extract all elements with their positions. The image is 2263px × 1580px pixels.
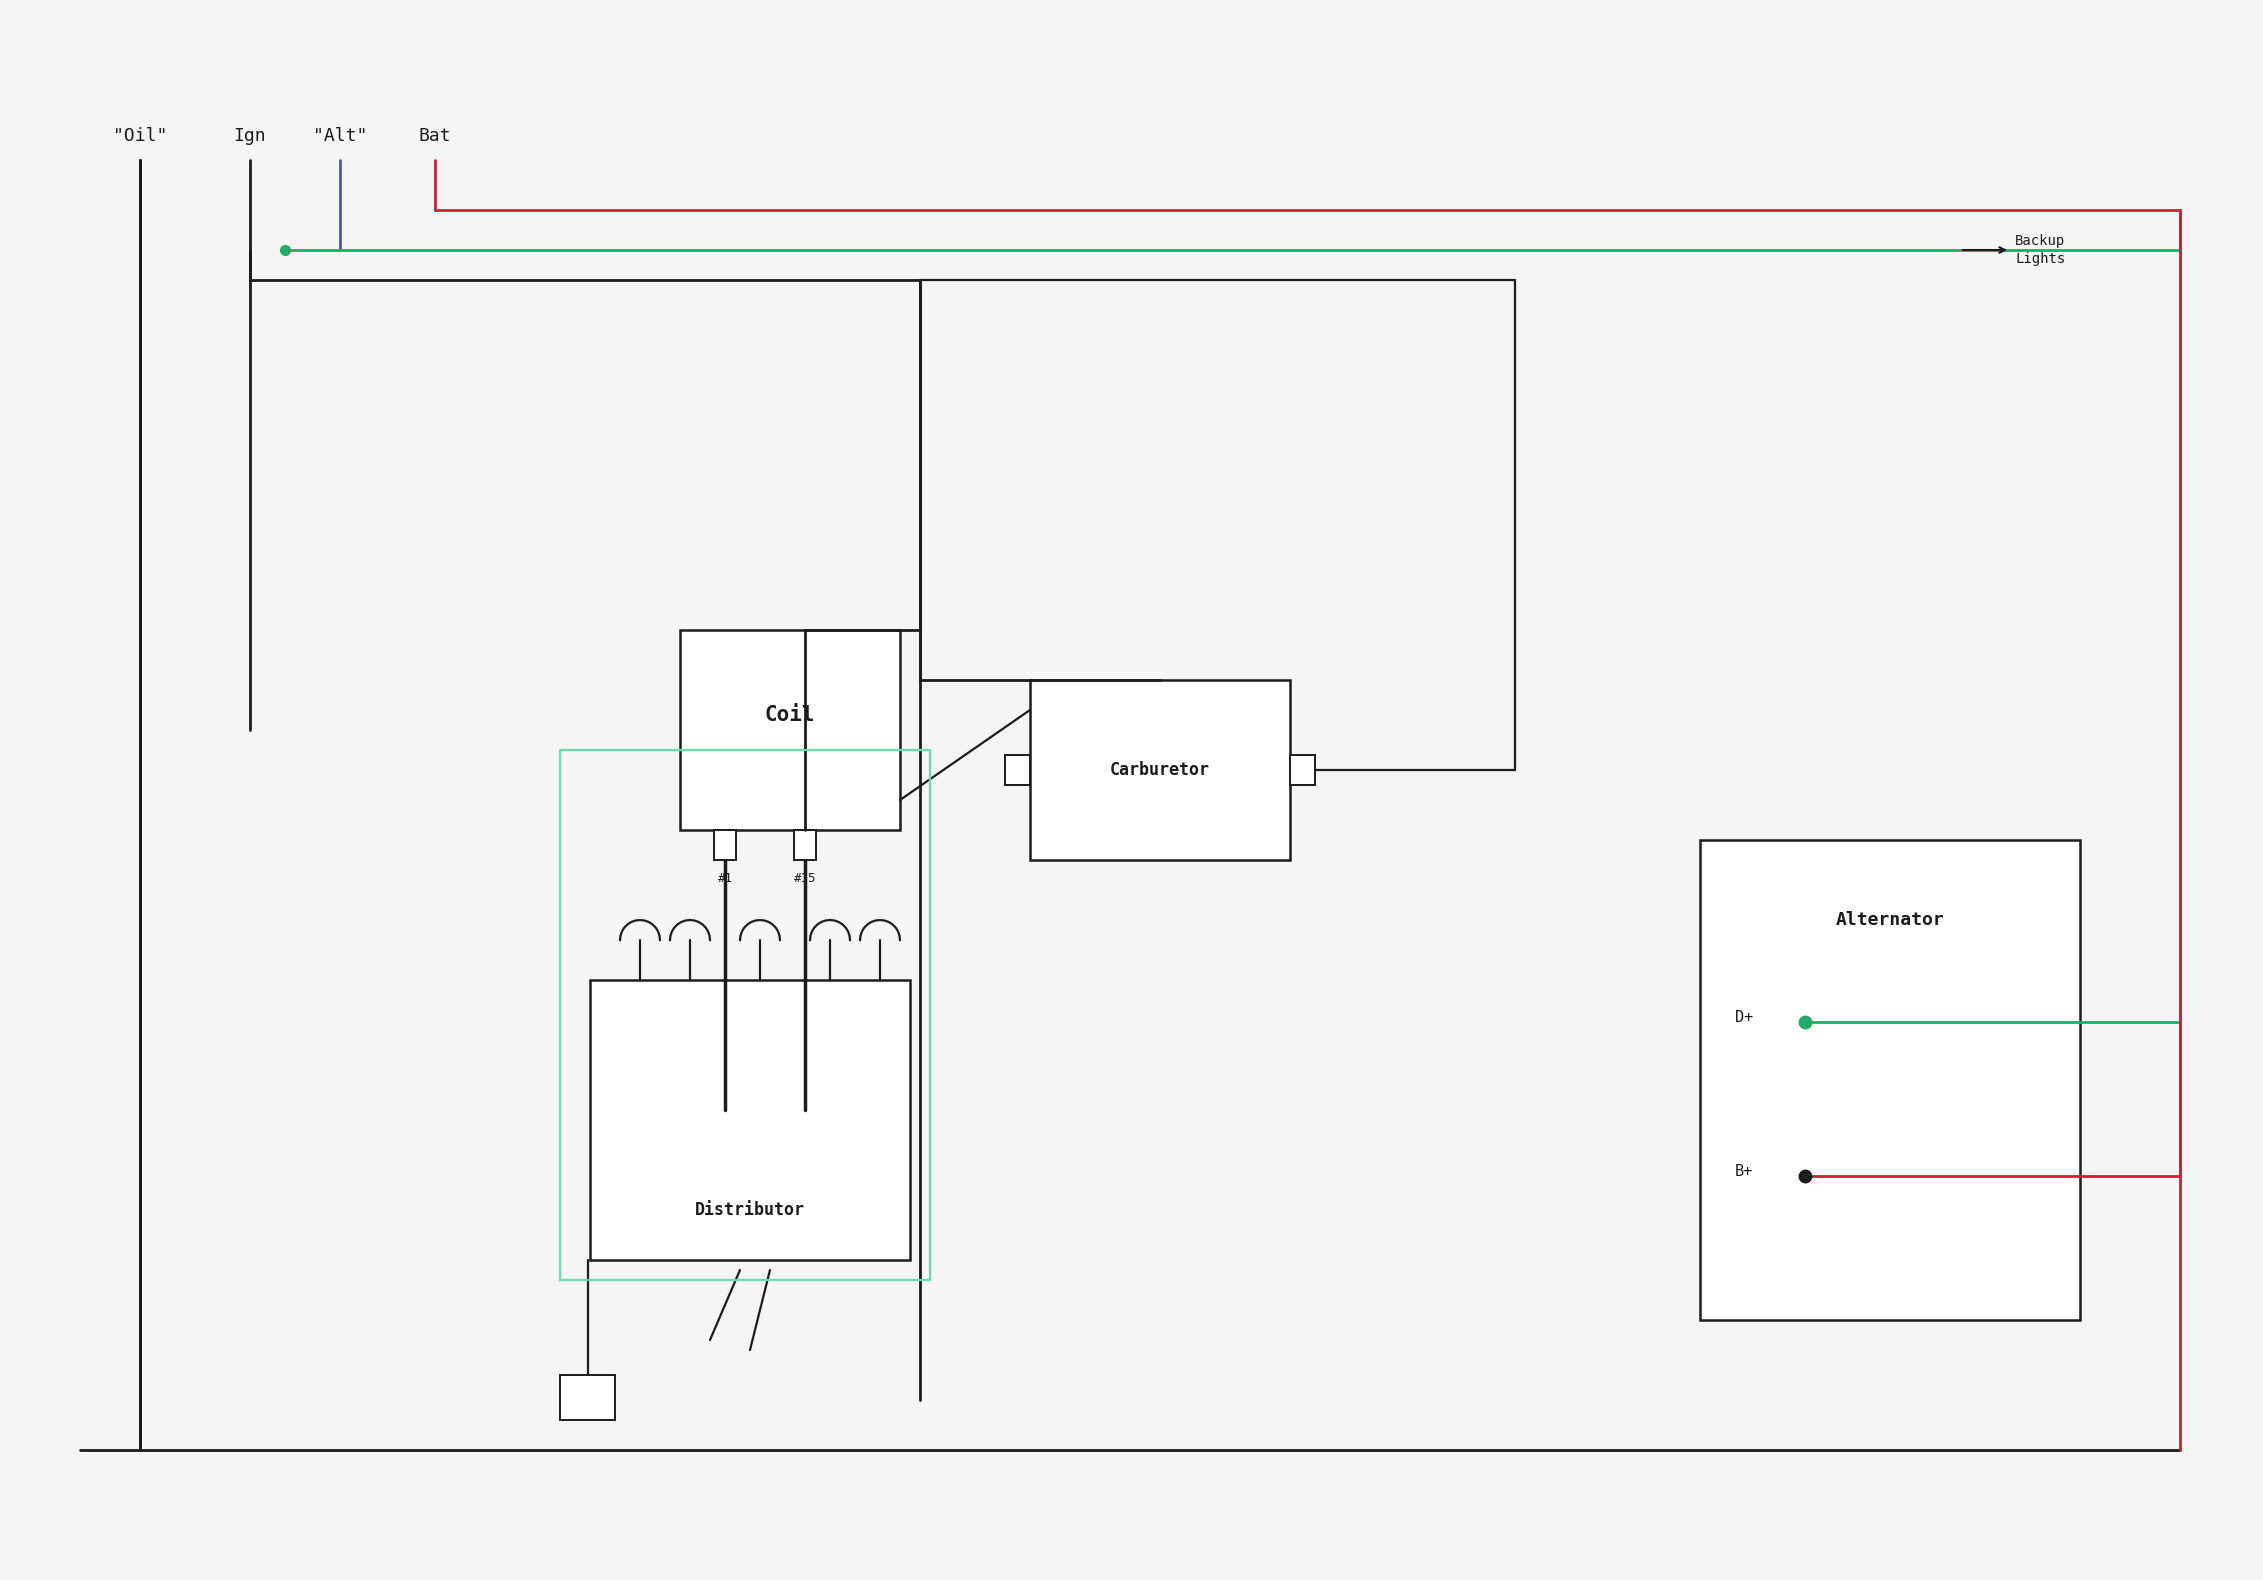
Bar xyxy=(679,630,901,830)
Bar xyxy=(1030,679,1290,860)
Text: Backup
Lights: Backup Lights xyxy=(2014,234,2066,265)
Bar xyxy=(794,830,817,860)
Text: "Oil": "Oil" xyxy=(113,126,167,145)
Text: Ign: Ign xyxy=(233,126,267,145)
Bar xyxy=(559,750,930,1280)
Text: Bat: Bat xyxy=(419,126,450,145)
Text: #1: #1 xyxy=(717,872,733,885)
Bar xyxy=(559,1375,616,1420)
Bar xyxy=(715,830,735,860)
Text: D+: D+ xyxy=(1736,1010,1754,1025)
Bar xyxy=(1290,755,1315,785)
Bar xyxy=(1700,841,2080,1319)
Text: #15: #15 xyxy=(794,872,817,885)
Bar xyxy=(591,980,910,1259)
Text: Coil: Coil xyxy=(765,705,815,725)
Text: "Alt": "Alt" xyxy=(312,126,367,145)
Text: Distributor: Distributor xyxy=(695,1201,806,1220)
Bar xyxy=(1005,755,1030,785)
Text: Carburetor: Carburetor xyxy=(1109,762,1211,779)
Text: B+: B+ xyxy=(1736,1163,1754,1179)
Text: Alternator: Alternator xyxy=(1835,912,1944,929)
